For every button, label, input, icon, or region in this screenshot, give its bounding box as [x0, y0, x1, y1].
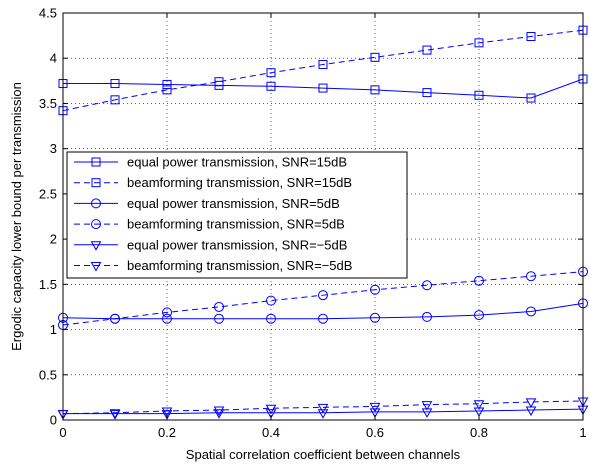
triangle-down-marker — [265, 409, 277, 419]
triangle-down-marker — [473, 400, 485, 410]
triangle-down-marker — [213, 409, 225, 419]
circle-marker — [474, 310, 484, 321]
triangle-down-marker — [421, 401, 433, 411]
series-1 — [58, 74, 588, 103]
circle-marker — [162, 313, 172, 324]
legend-box — [66, 151, 408, 279]
triangle-down-marker — [317, 409, 329, 419]
series-line — [62, 271, 584, 326]
legend-label: beamforming transmission, SNR=15dB — [127, 175, 352, 190]
circle-marker — [474, 275, 484, 286]
y-tick-label: 2 — [50, 232, 57, 247]
plot-frame — [62, 12, 584, 421]
legend-entry: equal power transmission, SNR=15dB — [74, 155, 347, 170]
square-marker — [91, 157, 101, 167]
square-marker — [162, 85, 172, 95]
square-marker — [214, 77, 224, 87]
circle-marker — [422, 280, 432, 291]
legend-label: equal power transmission, SNR=15dB — [127, 155, 347, 170]
circle-marker — [91, 198, 101, 209]
triangle-down-marker — [369, 402, 381, 413]
y-tick-label: 1.5 — [39, 277, 57, 292]
circle-marker — [370, 284, 380, 295]
square-marker — [162, 79, 172, 89]
square-marker — [526, 32, 536, 42]
square-marker — [110, 95, 120, 105]
triangle-down-marker — [525, 398, 537, 408]
legend-entry: equal power transmission, SNR=5dB — [74, 196, 340, 211]
legend: equal power transmission, SNR=15dB beamfo… — [66, 151, 408, 279]
square-marker — [474, 90, 484, 100]
square-marker — [526, 93, 536, 103]
legend-label: equal power transmission, SNR=−5dB — [127, 237, 347, 252]
circle-marker — [318, 290, 328, 301]
y-tick-label: 4 — [50, 51, 57, 66]
circle-marker — [91, 219, 101, 230]
y-tick-label: 0 — [50, 413, 57, 428]
square-marker — [318, 60, 328, 70]
x-axis-title: Spatial correlation coefficient between … — [186, 447, 461, 462]
legend-entry: beamforming transmission, SNR=15dB — [74, 175, 352, 190]
square-marker — [422, 45, 432, 55]
circle-marker — [162, 307, 172, 318]
square-marker — [110, 79, 120, 89]
circle-marker — [526, 306, 536, 317]
series-line — [62, 29, 584, 112]
square-marker — [266, 68, 276, 78]
legend-entry: beamforming transmission, SNR=−5dB — [74, 258, 352, 273]
circle-marker — [266, 295, 276, 306]
triangle-down-marker — [161, 407, 173, 417]
legend-label: equal power transmission, SNR=5dB — [127, 196, 340, 211]
circle-marker — [526, 271, 536, 282]
triangle-down-marker — [525, 406, 537, 417]
legend-label: beamforming transmission, SNR=−5dB — [127, 258, 352, 273]
x-tick-label: 0.4 — [262, 425, 280, 440]
x-tick-label: 0.8 — [470, 425, 488, 440]
triangle-down-marker — [317, 403, 329, 414]
circle-marker — [214, 301, 224, 312]
y-tick-label: 3 — [50, 141, 57, 156]
series-line — [62, 302, 584, 320]
square-marker — [370, 52, 380, 62]
square-marker — [370, 85, 380, 95]
triangle-down-marker — [90, 262, 102, 272]
y-tick-label: 3.5 — [39, 96, 57, 111]
circle-marker — [266, 313, 276, 324]
triangle-down-marker — [369, 408, 381, 418]
square-marker — [266, 81, 276, 91]
series-line — [63, 78, 584, 99]
x-tick-label: 0.6 — [366, 425, 384, 440]
triangle-down-marker — [109, 409, 121, 419]
circle-marker — [110, 313, 120, 324]
triangle-down-marker — [213, 406, 225, 417]
x-tick-label: 0.2 — [158, 425, 176, 440]
circle-marker — [422, 311, 432, 322]
square-marker — [91, 178, 101, 188]
series-3 — [58, 298, 588, 324]
legend-entry: equal power transmission, SNR=−5dB — [74, 237, 347, 252]
square-marker — [422, 88, 432, 98]
y-tick-label: 2.5 — [39, 186, 57, 201]
series-6 — [57, 397, 589, 420]
triangle-down-marker — [265, 404, 277, 415]
square-marker — [474, 38, 484, 48]
circle-marker — [370, 312, 380, 323]
triangle-down-marker — [90, 241, 102, 251]
legend-label: beamforming transmission, SNR=5dB — [127, 217, 345, 232]
legend-entry: beamforming transmission, SNR=5dB — [74, 217, 345, 232]
axis-ticks: 0 0.2 0.4 0.6 0.8 1 0 0.5 1 1.5 2 2.5 3 3.5 4 4.5 — [39, 6, 587, 441]
series-line — [62, 400, 584, 415]
series-2 — [58, 25, 588, 116]
circle-marker — [318, 313, 328, 324]
x-tick-label: 0 — [59, 425, 66, 440]
y-tick-label: 4.5 — [39, 6, 57, 21]
x-tick-label: 1 — [579, 425, 586, 440]
y-axis-title: Ergodic capacity lower bound per transmi… — [9, 82, 24, 351]
y-tick-label: 1 — [50, 322, 57, 337]
series-lines — [57, 25, 589, 420]
circle-marker — [214, 313, 224, 324]
square-marker — [318, 83, 328, 93]
y-tick-label: 0.5 — [39, 367, 57, 382]
